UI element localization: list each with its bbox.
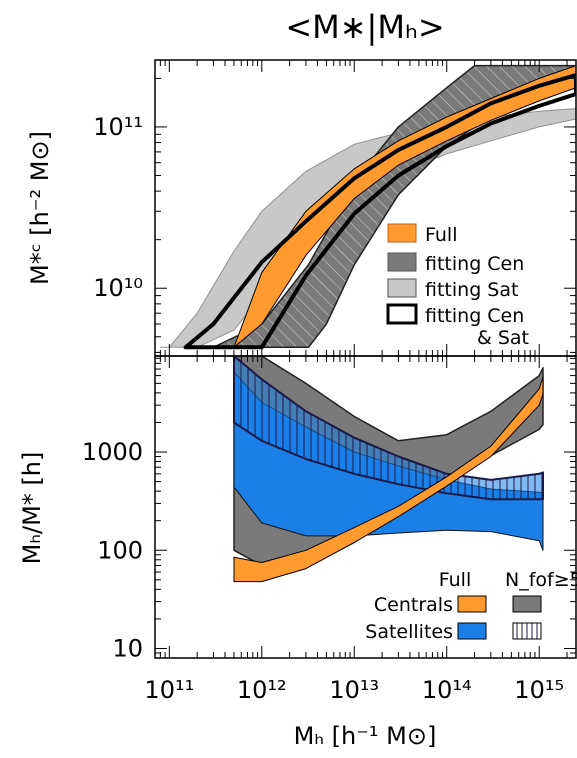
x-tick-label: 10¹⁵ [514,676,564,704]
band-centrals [233,376,544,583]
legend-swatch [387,278,417,298]
legend-swatch [386,303,418,325]
top-panel: 10¹⁰ 10¹¹ M*ᶜ [h⁻² M⊙] Full fitting Cen fit… [26,59,577,357]
y-tick-label: 10 [112,634,143,662]
y-tick-label: 10¹⁰ [93,274,143,302]
legend-label: & Sat [477,327,529,349]
x-tick-label: 10¹¹ [144,676,194,704]
x-axis-label: Mₕ [h⁻¹ M⊙] [294,722,437,750]
bottom-y-axis-label: Mₕ/M* [h] [18,452,46,565]
legend-swatch-nfof [512,595,542,613]
legend-swatch [387,223,417,243]
band-fitting-cen-sat [183,73,576,350]
legend-label: fitting Sat [425,279,518,301]
legend-label: fitting Cen [425,253,524,275]
legend-swatch-full [457,595,487,613]
legend-swatch-full [457,622,487,640]
x-tick-label: 10¹² [237,676,287,704]
x-tick-label: 10¹⁴ [422,676,472,704]
legend-swatch-nfof [512,622,542,640]
x-tick-label: 10¹³ [329,676,379,704]
band-satellites-n-fof-5 [233,356,544,501]
legend-swatch [387,252,417,272]
legend-label: Full [425,224,458,246]
y-tick-label: 10¹¹ [93,113,143,141]
bottom-frame [154,355,577,659]
band-fitting-cen [184,64,576,349]
legend-row-label: Centrals [374,594,453,616]
y-tick-label: 1000 [82,438,143,466]
legend-label: fitting Cen [425,305,524,327]
legend-full-header: Full [439,569,472,591]
legend-row-label: Satellites [365,621,453,643]
top-y-axis-label: M*ᶜ [h⁻² M⊙] [26,131,54,285]
bottom-legend: Full N_fof≥5 Centrals Satellites [365,569,577,643]
legend-nfof-header: N_fof≥5 [505,569,577,591]
band-full [233,65,576,348]
y-tick-label: 100 [97,536,143,564]
figure-title: <M∗|Mₕ> [285,8,444,46]
